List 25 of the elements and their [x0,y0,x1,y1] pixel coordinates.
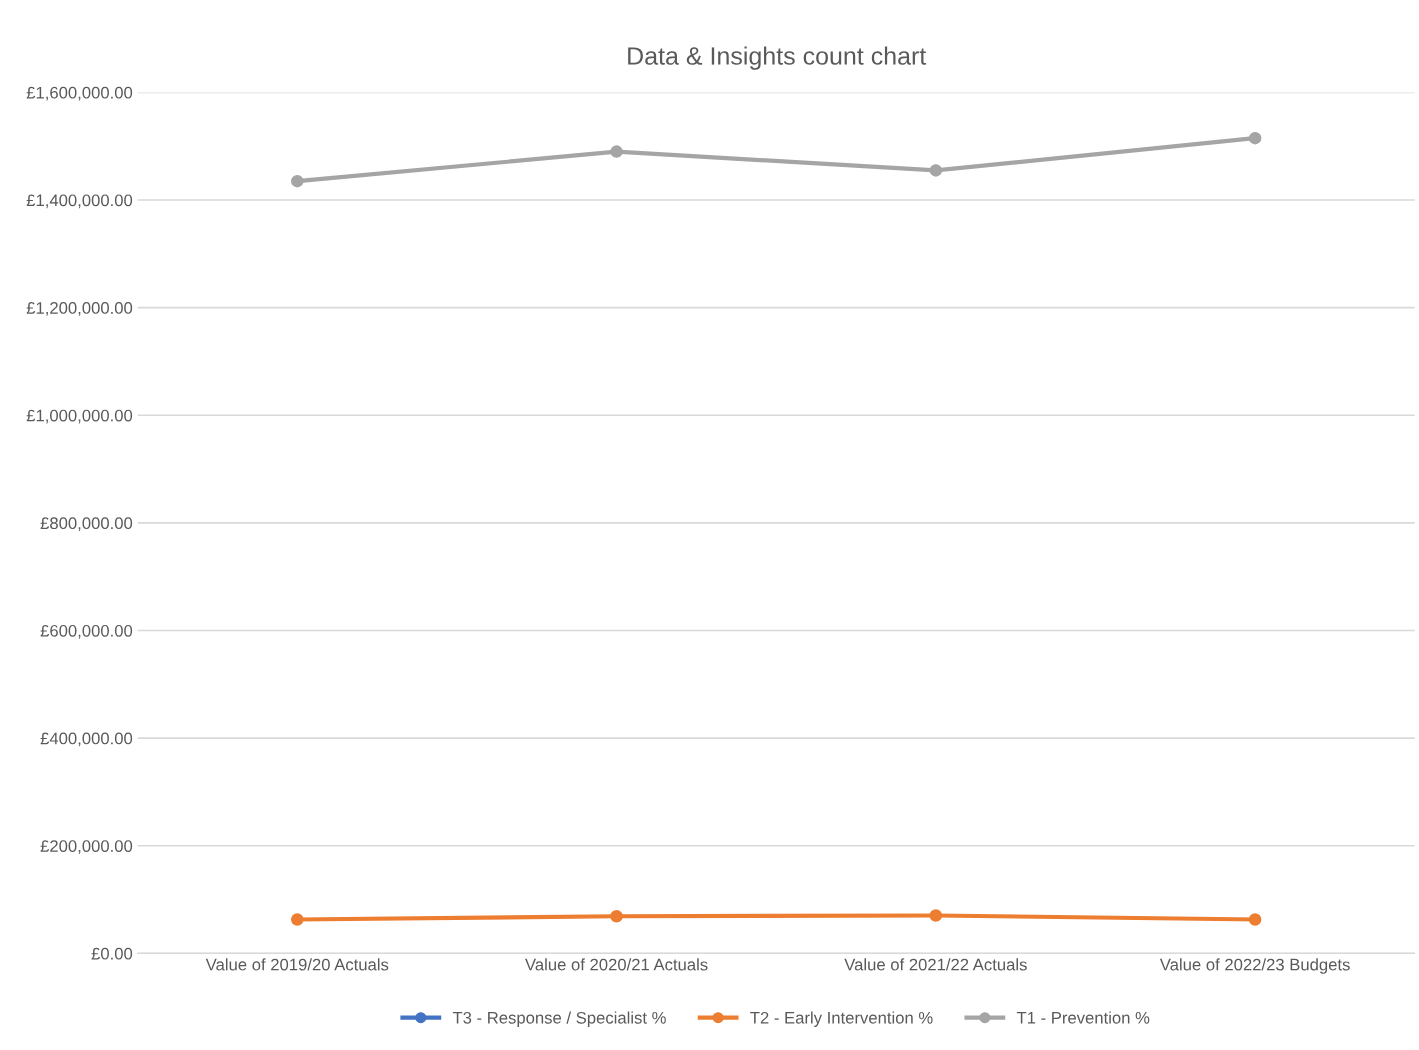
y-tick-label: £400,000.00 [40,732,133,747]
x-tick-label: Value of 2022/23 Budgets [1159,958,1350,974]
y-tick-label: £1,200,000.00 [26,302,133,316]
point [610,145,623,158]
y-tick-label: £600,000.00 [40,624,133,639]
point [610,910,623,923]
y-tick-label: £1,600,000.00 [26,86,133,101]
y-tick-label: £800,000.00 [40,517,133,532]
legend-label: T3 - Response / Specialist % [452,1011,666,1027]
point [929,164,943,177]
chart-title: Data & Insights count chart [628,46,927,70]
point [291,913,304,926]
x-tick-label: Value of 2021/22 Actuals [844,958,1027,971]
legend-label: T1 - Prevention % [1016,1011,1150,1024]
point [1248,913,1262,926]
y-tick-label: £200,000.00 [40,840,133,854]
y-tick-label: £1,400,000.00 [26,194,133,209]
point [1248,131,1262,145]
legend-label: T2 - Early Intervention % [750,1011,933,1027]
point [929,909,943,922]
x-tick-label: Value of 2019/20 Actuals [205,958,389,971]
y-tick-label: £1,000,000.00 [26,409,133,424]
x-tick-label: Value of 2020/21 Actuals [525,958,708,971]
point [291,174,304,188]
y-tick-label: £0.00 [91,947,133,960]
